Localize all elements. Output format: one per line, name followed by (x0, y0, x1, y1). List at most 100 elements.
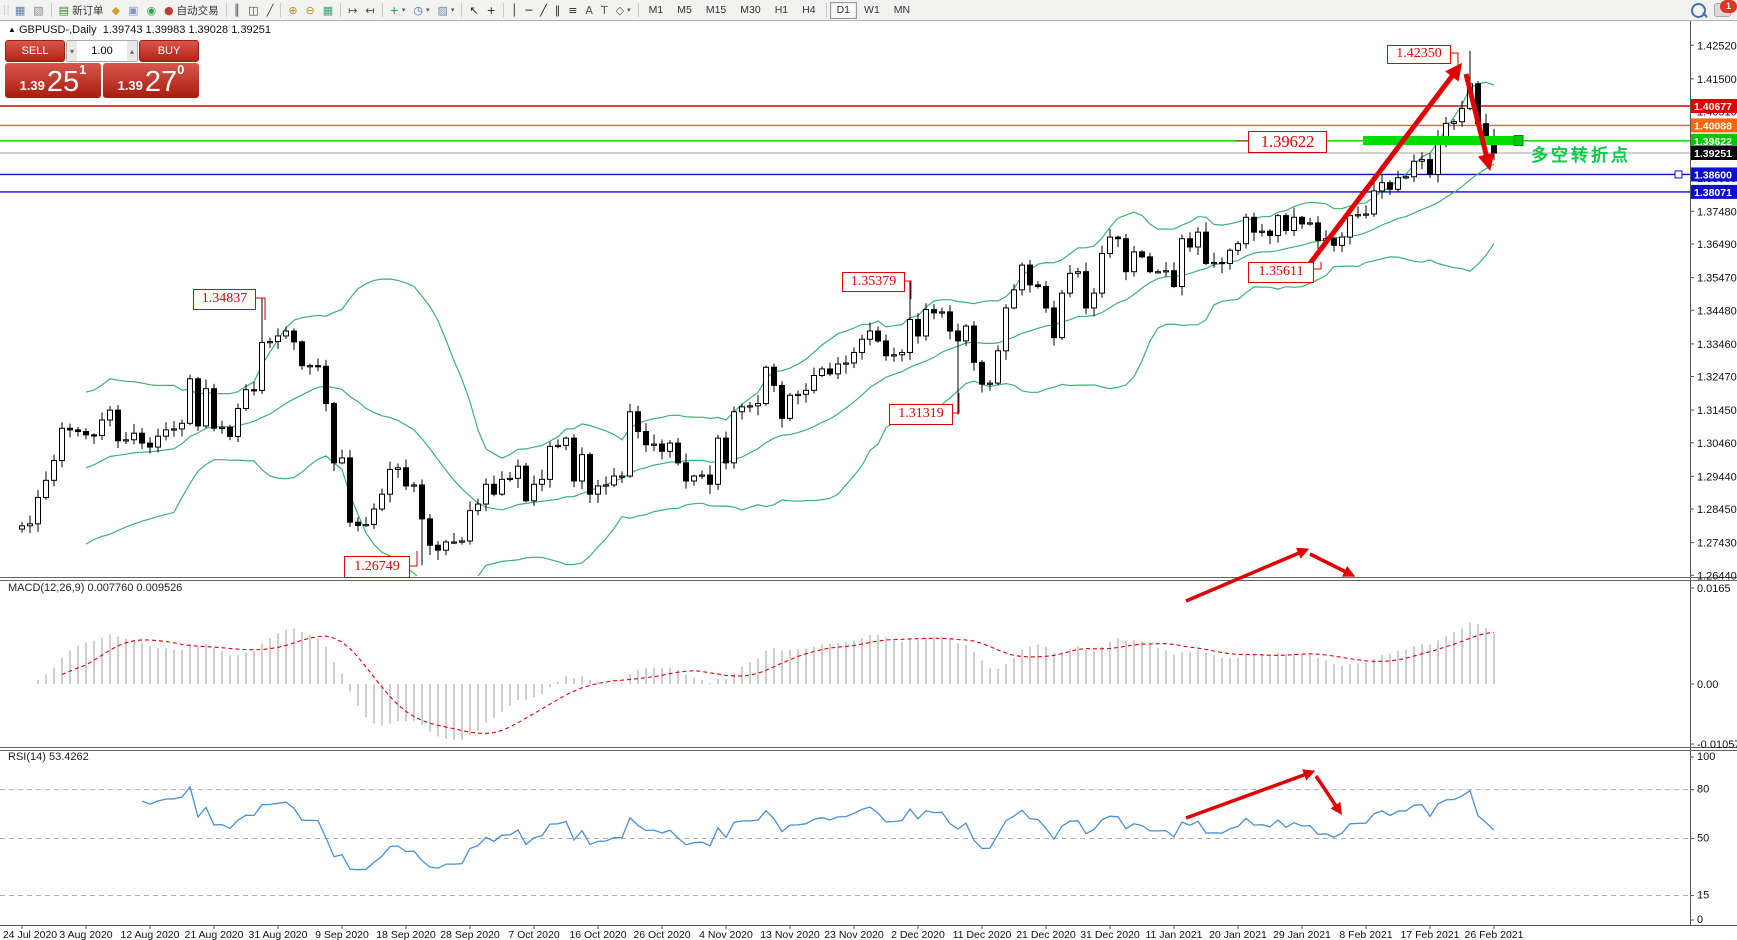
fibonacci-button[interactable]: ≡ (564, 1, 581, 19)
date-label: 20 Jan 2021 (1209, 929, 1267, 940)
candle (1139, 251, 1145, 258)
expert-advisors-button[interactable]: ▣ (124, 1, 142, 19)
candle (307, 365, 313, 368)
vertical-line-button[interactable]: │ (507, 1, 522, 19)
volume-input[interactable] (76, 41, 128, 61)
price-trend-arrow[interactable] (1300, 62, 1463, 276)
text-button[interactable]: A (581, 1, 597, 19)
candle (1235, 243, 1241, 251)
timeframe-h1[interactable]: H1 (768, 2, 795, 19)
horizontal-line-button[interactable]: ─ (521, 1, 536, 19)
new-order-button[interactable]: ▤ 新订单 (55, 1, 108, 19)
signals-button[interactable]: ◉ (142, 1, 160, 19)
macd-tick-label: 0.00 (1697, 679, 1718, 691)
candle (595, 485, 601, 495)
tile-windows-button[interactable]: ▦ (319, 1, 337, 19)
candle (139, 432, 145, 444)
price-annotation[interactable]: 1.35379 (842, 272, 905, 292)
eraser-button[interactable]: ◆ (108, 1, 124, 19)
crosshair-button[interactable]: + (483, 1, 500, 19)
candle (1251, 216, 1257, 233)
candle (635, 411, 641, 433)
candle (619, 475, 625, 478)
charts-button[interactable]: ▦ (11, 1, 29, 19)
sell-button[interactable]: SELL (5, 40, 65, 62)
buy-price[interactable]: 1.39 27 0 (103, 63, 199, 98)
candle (675, 442, 681, 464)
templates-button[interactable]: ▨ ▾ (433, 1, 458, 19)
macd-trend-arrow[interactable] (1185, 547, 1310, 603)
macd-trend-arrow[interactable] (1309, 552, 1356, 577)
candle (931, 309, 937, 314)
arrows-icon: ◇ (615, 3, 625, 17)
candle (123, 439, 129, 442)
timeframe-m15[interactable]: M15 (699, 2, 733, 19)
candle (1227, 249, 1233, 264)
candle (1443, 122, 1449, 139)
candle (267, 341, 273, 344)
price-annotation[interactable]: 1.26749 (344, 556, 410, 578)
candle (339, 457, 345, 464)
price-annotation[interactable]: 1.34837 (193, 289, 256, 310)
crosshair-icon: + (486, 3, 496, 17)
timeframe-mn[interactable]: MN (887, 2, 917, 19)
candle (451, 541, 457, 544)
search-icon[interactable] (1691, 2, 1706, 18)
auto-scroll-button[interactable]: ↦ (344, 1, 361, 19)
bar-chart-button[interactable]: ║ (230, 1, 245, 19)
candle (1315, 222, 1321, 241)
price-annotation[interactable]: 1.31319 (889, 404, 953, 425)
timeframe-d1[interactable]: D1 (829, 1, 858, 19)
price-annotation[interactable]: 1.39622 (1248, 131, 1327, 153)
indicators-button[interactable]: + ▾ (386, 1, 410, 19)
candle (1067, 272, 1073, 294)
buy-button[interactable]: BUY (139, 40, 199, 62)
candle (83, 431, 89, 436)
toolbar-grip[interactable]: ┆┆ (2, 4, 11, 15)
auto-trading-button[interactable]: ● 自动交易 (160, 1, 223, 19)
collapse-icon[interactable]: ▲ (8, 25, 16, 34)
candle (947, 311, 953, 332)
timeframe-h4[interactable]: H4 (795, 2, 822, 19)
zoom-in-button[interactable]: ⊕ (284, 1, 301, 19)
equidistant-channel-button[interactable]: ∥ (551, 1, 565, 19)
volume-decrease-button[interactable]: ▾ (67, 41, 77, 61)
timeframe-w1[interactable]: W1 (857, 2, 887, 19)
candlestick-button[interactable]: ◫ (244, 1, 262, 19)
zoom-out-button[interactable]: ⊖ (302, 1, 319, 19)
rsi-trend-arrow[interactable] (1185, 769, 1316, 820)
candle (1243, 216, 1249, 245)
candle (979, 361, 985, 385)
price-badge (1691, 98, 1737, 113)
timeframe-m5[interactable]: M5 (670, 2, 699, 19)
candle (147, 442, 153, 448)
rsi-trend-arrow[interactable] (1314, 775, 1342, 815)
candle (707, 474, 713, 485)
line-chart-button[interactable]: ╱ (263, 1, 278, 19)
candle (51, 460, 57, 481)
volume-increase-button[interactable]: ▴ (127, 41, 137, 61)
text-label-button[interactable]: T (597, 1, 612, 19)
price-annotation[interactable]: 1.42350 (1387, 45, 1451, 64)
notifications-icon[interactable]: 1 (1714, 0, 1737, 17)
price-annotation[interactable]: 1.35611 (1248, 262, 1314, 283)
profiles-button[interactable]: ▧ (29, 1, 47, 19)
candle (251, 389, 257, 392)
candle (1395, 177, 1401, 190)
candle (499, 478, 505, 495)
candle (1179, 238, 1185, 288)
turning-point-band[interactable] (1363, 136, 1523, 145)
timeframe-m30[interactable]: M30 (733, 2, 767, 19)
periods-button[interactable]: ◷ ▾ (409, 1, 433, 19)
arrows-button[interactable]: ◇ ▾ (612, 1, 635, 19)
price-trend-arrow[interactable] (1463, 73, 1495, 171)
trendline-button[interactable]: ╱ (536, 1, 551, 19)
candle (347, 457, 353, 523)
line-handle[interactable] (1674, 170, 1683, 179)
timeframe-m1[interactable]: M1 (642, 2, 671, 19)
sell-price[interactable]: 1.39 25 1 (5, 63, 101, 98)
cursor-button[interactable]: ↖ (465, 1, 482, 19)
chart-shift-button[interactable]: ↤ (361, 1, 378, 19)
band-handle[interactable] (1513, 135, 1524, 146)
